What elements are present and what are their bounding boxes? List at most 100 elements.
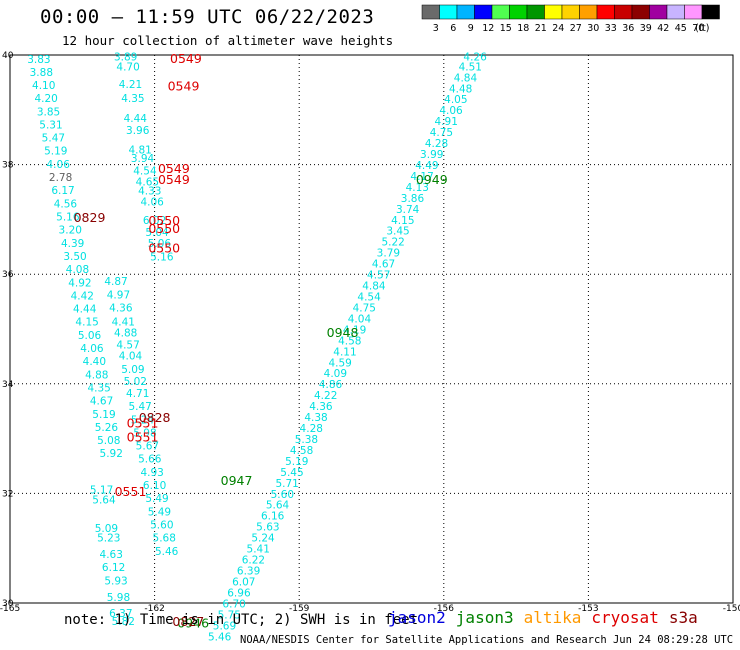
swh-value: 4.67 xyxy=(372,259,395,271)
swh-value: 4.88 xyxy=(85,369,108,381)
swh-value: 3.79 xyxy=(377,248,400,260)
map-grid xyxy=(10,55,733,603)
lat-tick-label: 30 xyxy=(2,599,14,609)
colorbar-label: 6 xyxy=(450,23,456,34)
swh-value: 5.17 xyxy=(90,484,113,496)
swh-value: 6.02 xyxy=(143,215,166,227)
swh-value: 4.93 xyxy=(140,467,163,479)
colorbar-swatch xyxy=(439,4,458,20)
swh-value: 4.04 xyxy=(119,351,143,363)
axis-ticks: -165 -162 -159 -156 -153 -150 40 38 36 34 32 30 xyxy=(0,51,740,614)
swh-value: 4.67 xyxy=(90,396,113,408)
colorbar-swatch xyxy=(701,4,720,20)
colorbar-swatch xyxy=(596,4,615,20)
colorbar-swatch xyxy=(614,4,633,20)
swh-value: 4.42 xyxy=(71,290,94,302)
swh-value: 4.57 xyxy=(367,270,390,282)
swh-value: 5.64 xyxy=(92,494,116,506)
satellite-legend: jason2 jason3 altika cryosat s3a xyxy=(388,608,708,627)
swh-values: 4.264.514.844.484.054.064.914.754.283.99… xyxy=(27,51,487,643)
colorbar-swatch xyxy=(561,4,580,20)
swh-value: 5.66 xyxy=(138,454,162,466)
swh-value: 5.92 xyxy=(100,448,123,460)
swh-value: 4.54 xyxy=(133,165,157,177)
swh-value: 4.63 xyxy=(100,549,123,561)
pass-time-label: 0551 xyxy=(115,484,147,499)
legend-altika: altika xyxy=(523,608,582,627)
swh-value: 4.33 xyxy=(138,186,161,198)
colorbar-label: 70 xyxy=(692,23,704,34)
colorbar-label: 21 xyxy=(535,23,547,34)
colorbar-label: 15 xyxy=(500,23,512,34)
swh-value: 5.67 xyxy=(136,441,159,453)
swh-value: 3.50 xyxy=(63,251,86,263)
swh-value: 4.36 xyxy=(309,401,333,413)
swh-value: 3.85 xyxy=(37,106,60,118)
swh-value: 4.40 xyxy=(83,356,106,368)
swh-value: 5.24 xyxy=(251,533,275,545)
swh-value: 4.75 xyxy=(353,302,376,314)
swh-value: 5.31 xyxy=(39,119,62,131)
swh-value: 4.97 xyxy=(107,289,130,301)
pass-time-label: 0550 xyxy=(148,221,180,236)
swh-value: 5.60 xyxy=(271,489,294,501)
swh-value: 6.37 xyxy=(109,608,132,620)
swh-value: 4.84 xyxy=(454,72,478,84)
map-frame xyxy=(9,54,734,604)
swh-value: 4.92 xyxy=(68,277,91,289)
colorbar-swatch xyxy=(456,4,475,20)
swh-value: 4.91 xyxy=(435,116,458,128)
swh-value: 4.08 xyxy=(66,264,89,276)
swh-value: 4.35 xyxy=(87,382,110,394)
lon-tick-label: -159 xyxy=(289,604,310,614)
swh-value: 4.28 xyxy=(425,138,448,150)
swh-value: 4.56 xyxy=(54,198,78,210)
swh-value: 4.58 xyxy=(338,335,361,347)
swh-value: 5.19 xyxy=(92,409,115,421)
swh-value: 5.75 xyxy=(218,609,241,621)
swh-colorbar: 3 6 9 12 15 18 21 24 27 30 33 36 39 42 45 70(ft) xyxy=(421,4,720,34)
lat-tick-label: 40 xyxy=(2,51,14,61)
swh-value: 5.68 xyxy=(153,533,176,545)
colorbar-swatch xyxy=(649,4,668,20)
swh-value: 3.99 xyxy=(420,149,443,161)
swh-value: 5.98 xyxy=(133,427,156,439)
pass-time-label: 0551 xyxy=(127,429,159,444)
legend-jason3: jason3 xyxy=(455,608,514,627)
swh-value: 4.19 xyxy=(343,324,366,336)
swh-value: 4.81 xyxy=(128,145,151,157)
swh-value: 4.09 xyxy=(324,368,347,380)
swh-value: 5.09 xyxy=(95,523,118,535)
colorbar-label: 27 xyxy=(570,23,582,34)
swh-value: 5.06 xyxy=(78,330,102,342)
lon-tick-label: -156 xyxy=(434,604,455,614)
swh-value: 5.46 xyxy=(208,631,232,643)
swh-value: 6.17 xyxy=(51,185,74,197)
lat-tick-label: 32 xyxy=(2,489,13,499)
swh-value: 3.74 xyxy=(396,204,420,216)
swh-value: 4.65 xyxy=(136,176,159,188)
legend-cryosat: cryosat xyxy=(591,608,659,627)
swh-value: 6.96 xyxy=(227,587,251,599)
swh-value: 4.06 xyxy=(80,343,104,355)
lat-tick-label: 38 xyxy=(2,161,14,171)
swh-value: 4.38 xyxy=(304,412,327,424)
swh-value: 4.48 xyxy=(449,83,472,95)
swh-value: 5.09 xyxy=(121,364,144,376)
swh-value: 5.16 xyxy=(56,211,80,223)
swh-value: 5.06 xyxy=(148,238,172,250)
swh-value: 4.06 xyxy=(140,197,164,209)
swh-value: 5.60 xyxy=(150,519,173,531)
swh-value: 6.16 xyxy=(261,511,285,523)
swh-value: 4.75 xyxy=(430,127,453,139)
lon-tick-label: -153 xyxy=(578,604,598,614)
swh-value: 4.06 xyxy=(439,105,463,117)
colorbar-swatch xyxy=(666,4,685,20)
colorbar-swatch xyxy=(684,4,703,20)
swh-value: 3.20 xyxy=(59,225,82,237)
swh-value: 5.38 xyxy=(295,434,318,446)
swh-value: 4.21 xyxy=(119,79,142,91)
swh-value: 3.96 xyxy=(126,125,150,137)
swh-value: 4.13 xyxy=(406,182,429,194)
colorbar-swatch xyxy=(579,4,598,20)
